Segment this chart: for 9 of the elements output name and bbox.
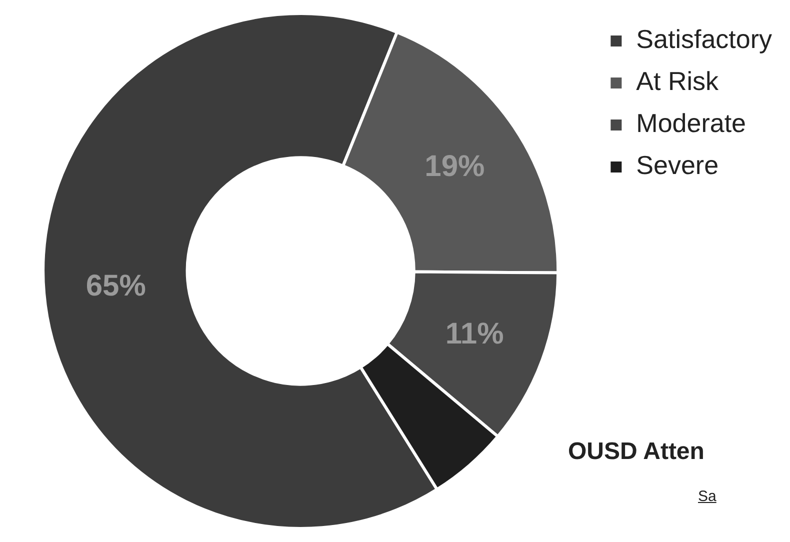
legend-label: Severe xyxy=(636,150,719,180)
data-label: 11% xyxy=(445,317,504,350)
data-label: 65% xyxy=(86,269,146,302)
text: Sa xyxy=(698,488,716,505)
data-label: 19% xyxy=(424,150,485,184)
text: OUSD Atten xyxy=(568,438,704,466)
legend-label: Satisfactory xyxy=(636,24,772,54)
legend-label: At Risk xyxy=(636,66,720,96)
legend-label: Moderate xyxy=(636,108,746,138)
